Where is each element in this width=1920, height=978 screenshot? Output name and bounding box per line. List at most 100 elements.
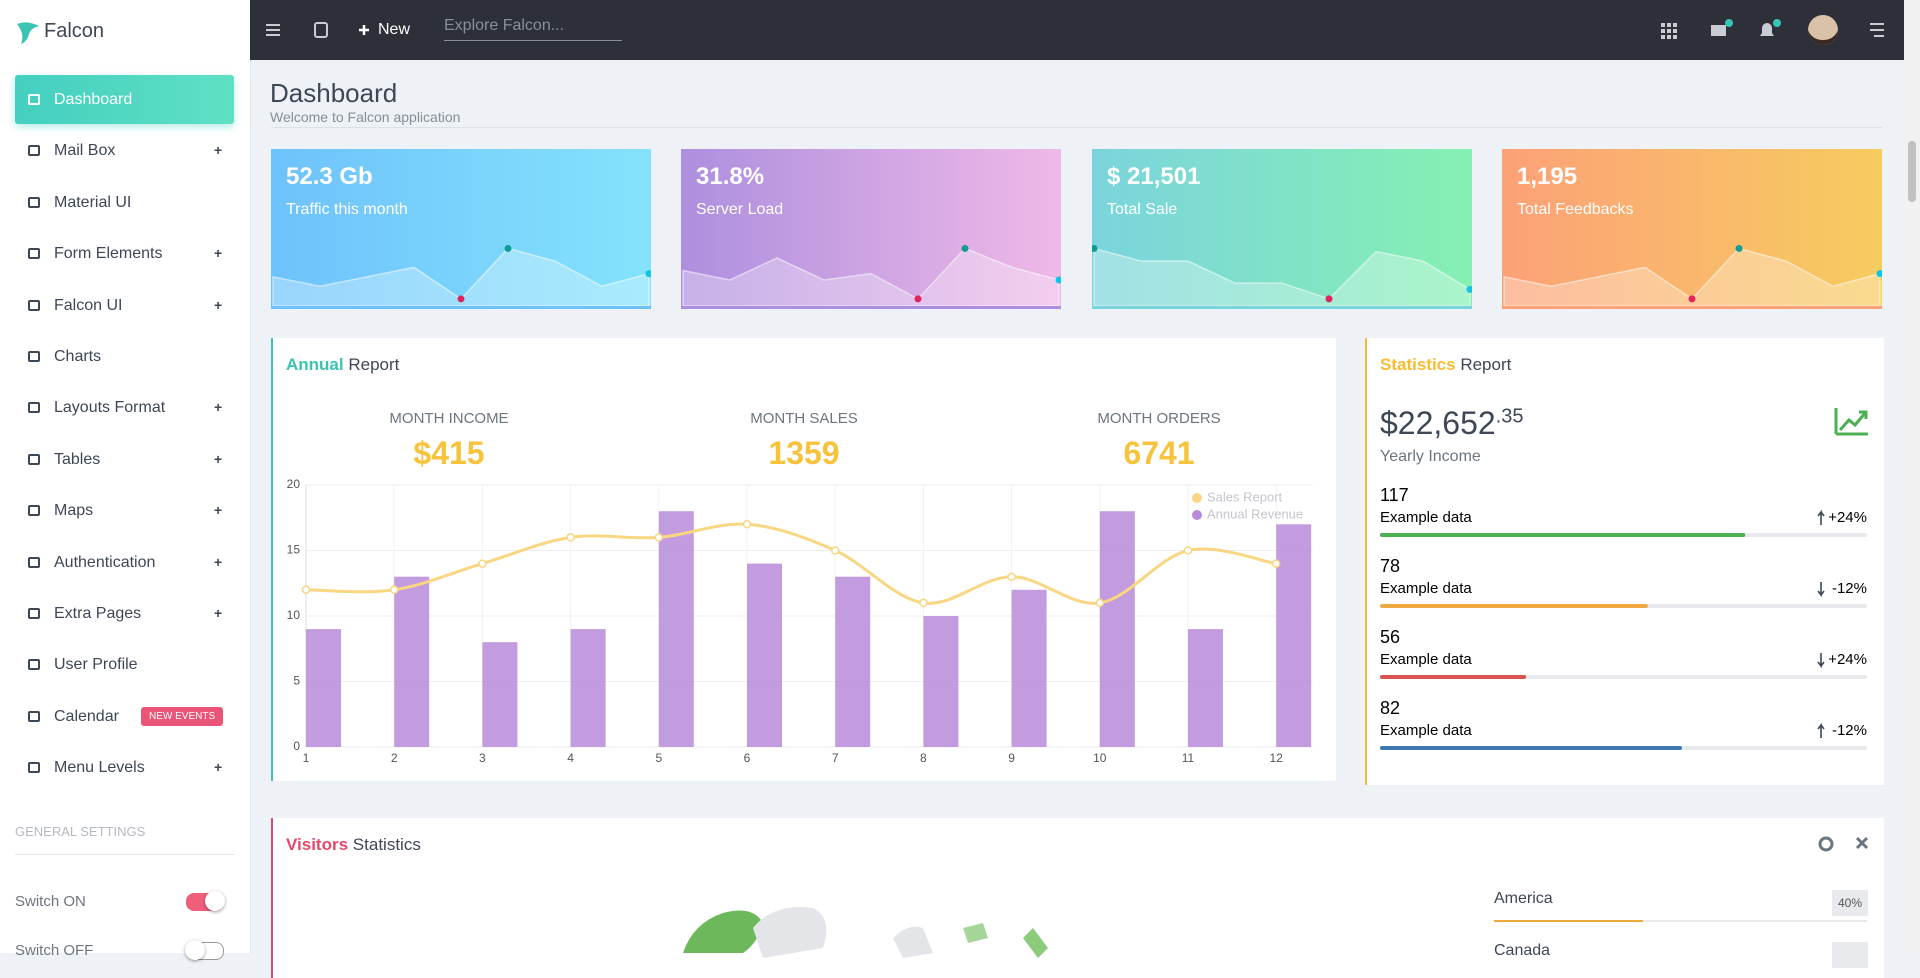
sparkline [1503,244,1882,306]
expand-icon: + [214,605,223,621]
region-percent [1832,942,1868,968]
kpi-label: MONTH SALES [750,410,858,427]
menu-item[interactable]: Mail Box [54,142,116,160]
progress-bar [1380,533,1746,537]
line-point [1271,559,1281,568]
menu-icon [28,762,40,774]
stat-rows: 117 Example data +24% 78 Example data -12% 56 E… [1380,485,1867,750]
spark-dot [504,244,512,252]
menu-item[interactable]: Material UI [54,193,132,211]
trend-arrow [1817,653,1825,669]
sidebar: Falcon Dashboard Mail Box + Material UI Form… [0,0,251,960]
menu-item[interactable]: Calendar [54,707,119,725]
amount: $22,652 [1380,405,1496,441]
switch[interactable] [186,891,225,911]
menu-item[interactable]: Maps [54,502,94,520]
spark-dot [1092,244,1098,252]
switch[interactable] [185,940,224,960]
menu-item[interactable]: Layouts Format [54,399,166,417]
x-tick-label: 4 [567,751,574,765]
x-tick-label: 5 [655,751,662,765]
menu-item[interactable]: Authentication [54,553,156,571]
statistics-report: Statistics Report $22,652.35 Yearly Inco… [1365,338,1884,785]
expand-icon: + [214,245,223,262]
kpi-label: MONTH INCOME [389,410,509,427]
bar [835,576,871,747]
menu-item[interactable]: Falcon UI [54,296,123,314]
kpi-value: 1359 [768,435,840,471]
row-label: Example data [1380,509,1472,526]
spark-dot [1055,276,1061,284]
line-point [919,598,928,608]
menu-item[interactable]: Tables [54,450,101,468]
logo [17,22,39,44]
spark-area [1503,247,1881,306]
bar [394,576,430,747]
sparkline [682,244,1061,306]
spark-dot [914,295,922,303]
legend-swatch [1192,510,1202,520]
menu-item[interactable]: Dashboard [54,91,133,108]
card-label: Server Load [696,201,784,218]
x-tick-label: 9 [1008,751,1015,765]
menu-item[interactable]: User Profile [54,656,138,674]
topbar-icons [266,15,1884,45]
stat-card: 1,195 Total Feedbacks [1502,149,1882,309]
line-point [478,559,487,568]
title: Report [348,355,400,374]
region-name: America [1494,890,1553,907]
stat-card: 52.3 Gb Traffic this month [271,149,651,309]
spark-dot [1735,244,1743,252]
menu-icon [28,505,40,517]
row-value: 78 [1380,556,1400,576]
row-change: -12% [1832,580,1867,597]
bar [1188,629,1223,747]
new-button[interactable]: New [378,21,411,38]
line-point [830,546,840,555]
bar [306,629,341,747]
region-bar [1494,920,1644,922]
menu-icon [28,248,40,260]
spark-area [1093,247,1471,306]
bar [482,642,518,747]
menu-item[interactable]: Menu Levels [54,759,145,777]
y-tick-label: 10 [287,608,301,622]
expand-icon: + [214,759,223,776]
bar [923,616,959,747]
line-point [566,533,575,542]
bar [1011,589,1047,747]
menu-item[interactable]: Extra Pages [54,605,142,622]
progress-bar [1380,746,1682,750]
menu-item[interactable]: Charts [54,348,102,365]
spark-dot [1876,270,1882,278]
title-accent: Statistics [1380,355,1456,374]
title-accent: Visitors [286,835,349,854]
line-point [654,533,664,542]
menu-icon [28,299,40,311]
row-value: 117 [1380,485,1409,505]
line-point [389,585,399,595]
y-tick-label: 20 [287,477,301,491]
spark-dot [961,244,969,252]
annual-report: Annual Report 0 5 10 15 20 1 2 3 4 5 6 7 8 9 10 11 12 Sal… [271,338,1336,781]
topbar: New Explore Falcon... [250,0,1904,60]
menu-item[interactable]: Form Elements [54,245,163,263]
menu-icon [28,94,40,105]
title-accent: Annual [286,355,344,374]
row-change: +24% [1828,509,1867,526]
scrollbar [1904,0,1920,953]
amount-cents: .35 [1495,405,1524,428]
card-label: Total Feedbacks [1517,201,1634,218]
card-value: 1,195 [1517,163,1578,190]
menu-icon [28,710,40,722]
row-value: 82 [1380,698,1400,718]
x-tick-label: 6 [744,751,751,765]
bar [1099,511,1135,747]
menu-icon [28,402,40,414]
spark-dot [1466,285,1472,293]
divider [271,127,1882,128]
card-value: $ 21,501 [1107,163,1201,190]
brand: Falcon [44,20,105,42]
search-input[interactable]: Explore Falcon... [444,17,622,41]
